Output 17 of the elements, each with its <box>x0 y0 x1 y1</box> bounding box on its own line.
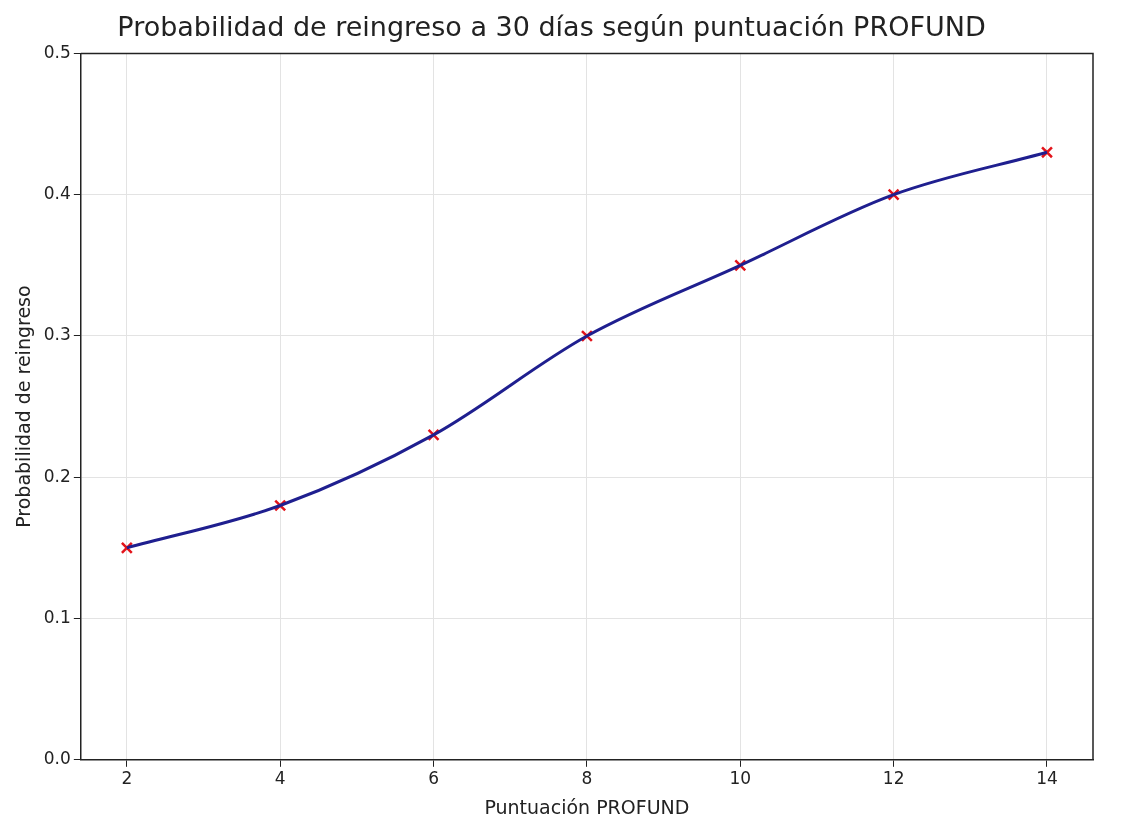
x-tick-label: 12 <box>882 768 905 789</box>
x-axis-title: Puntuación PROFUND <box>484 795 690 818</box>
y-tick-label: 0.3 <box>43 324 71 345</box>
y-axis-title: Probabilidad de reingreso <box>12 285 35 528</box>
y-tick-label: 0.0 <box>43 748 71 769</box>
y-tick-label: 0.4 <box>43 183 71 204</box>
x-tick-label: 14 <box>1036 768 1058 789</box>
x-tick-label: 2 <box>121 768 133 789</box>
line-series <box>125 150 1049 550</box>
y-tick-label: 0.5 <box>43 41 71 62</box>
x-tick-label: 8 <box>581 768 593 789</box>
y-tick-label: 0.2 <box>43 465 71 486</box>
x-tick-label: 6 <box>428 768 439 789</box>
x-tick-label: 4 <box>274 768 286 789</box>
chart-title: Probabilidad de reingreso a 30 días según puntuación PROFUND <box>117 11 986 43</box>
x-tick-label: 10 <box>729 768 752 789</box>
y-tick-label: 0.1 <box>43 606 71 627</box>
